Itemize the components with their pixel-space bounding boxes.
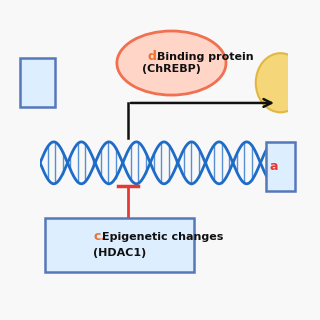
Bar [266,142,295,191]
Text: (HDAC1): (HDAC1) [93,248,146,258]
Text: Epigenetic changes: Epigenetic changes [102,232,224,242]
Bar [20,58,55,108]
Ellipse shape [117,31,226,95]
Text: a: a [269,160,278,173]
Text: c.: c. [93,230,106,243]
Text: (ChREBP): (ChREBP) [142,64,201,74]
Ellipse shape [256,53,305,112]
Bar [45,218,194,273]
Text: Binding protein: Binding protein [157,52,254,62]
Text: d.: d. [148,50,162,63]
